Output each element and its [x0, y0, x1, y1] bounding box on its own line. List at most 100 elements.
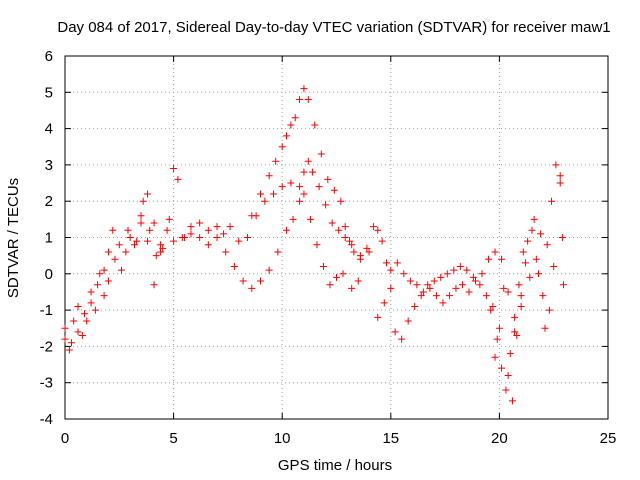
data-point [150, 219, 158, 227]
data-point [530, 215, 538, 223]
data-point [354, 277, 362, 285]
data-point [144, 237, 152, 245]
data-point [491, 353, 499, 361]
data-points [61, 85, 567, 405]
data-point [519, 248, 527, 256]
data-point [504, 371, 512, 379]
data-point [122, 248, 130, 256]
data-point [476, 281, 484, 289]
data-point [248, 212, 256, 220]
data-point [337, 197, 345, 205]
data-point [304, 157, 312, 165]
data-point [220, 230, 228, 238]
data-point [287, 179, 295, 187]
data-point [348, 284, 356, 292]
data-point [432, 292, 440, 300]
y-tick-labels: -4 -3 -2 -1 0 1 2 3 4 5 6 [40, 48, 53, 428]
data-point [256, 190, 264, 198]
data-point [330, 186, 338, 194]
data-point [309, 168, 317, 176]
axis-ticks [64, 55, 609, 420]
data-point [558, 234, 566, 241]
series-track-c [248, 85, 390, 267]
data-point [87, 299, 95, 307]
data-point [81, 310, 89, 318]
y-tick-label: 1 [45, 230, 53, 247]
data-point [413, 281, 421, 289]
data-point [265, 172, 273, 180]
data-point [65, 346, 73, 354]
data-point [68, 339, 76, 347]
data-point [324, 175, 332, 183]
plot-frame [64, 55, 609, 420]
data-point [152, 252, 160, 260]
x-tick-labels: 0 5 10 15 20 25 [61, 430, 617, 447]
y-tick-label: 6 [45, 48, 53, 65]
data-point [274, 248, 282, 256]
data-point [478, 270, 486, 278]
data-point [339, 270, 347, 278]
data-point [472, 277, 480, 285]
data-point [495, 324, 503, 332]
data-point [369, 223, 377, 231]
data-point [291, 114, 299, 122]
data-point [378, 237, 386, 245]
series-track-b [137, 157, 373, 292]
data-point [532, 255, 540, 263]
data-point [380, 299, 388, 307]
data-point [502, 386, 510, 394]
x-tick-label: 20 [491, 430, 508, 447]
data-point [537, 230, 545, 238]
data-point [235, 237, 243, 245]
data-point [419, 288, 427, 296]
data-point [91, 306, 99, 314]
data-point [131, 241, 139, 249]
data-point [552, 161, 560, 169]
x-tick-label: 0 [61, 430, 69, 447]
data-point [513, 332, 521, 340]
data-point [465, 288, 473, 296]
data-point [559, 281, 567, 289]
data-point [463, 266, 471, 274]
data-point [363, 244, 371, 252]
data-point [261, 197, 269, 205]
series-track-e [374, 248, 553, 394]
data-point [508, 397, 516, 405]
data-point [104, 277, 112, 285]
data-point [226, 223, 234, 231]
data-point [326, 281, 334, 289]
data-point [382, 259, 390, 267]
data-point [296, 96, 304, 104]
data-point [137, 212, 145, 220]
data-point [296, 183, 304, 191]
data-point [543, 241, 551, 249]
data-point [322, 201, 330, 209]
data-point [306, 215, 314, 223]
y-axis-label: SDTVAR / TECUs [5, 178, 22, 298]
data-point [341, 234, 349, 241]
data-point [393, 259, 401, 267]
data-point [469, 273, 477, 281]
data-point [506, 350, 514, 358]
data-point [333, 273, 340, 281]
data-point [196, 219, 204, 227]
data-point [100, 292, 108, 300]
x-tick-label: 15 [382, 430, 399, 447]
data-point [157, 248, 165, 256]
data-point [521, 259, 529, 267]
data-point [404, 317, 412, 325]
data-point [450, 266, 458, 274]
data-point [515, 281, 523, 289]
data-point [445, 292, 453, 300]
data-point [498, 255, 506, 263]
data-point [398, 335, 406, 343]
data-point [356, 252, 364, 260]
data-point [517, 292, 525, 300]
data-point [239, 277, 247, 285]
data-point [406, 277, 414, 285]
data-point [482, 292, 490, 300]
data-point [96, 270, 104, 278]
data-point [104, 248, 112, 256]
data-point [489, 302, 497, 310]
data-point [278, 183, 286, 191]
